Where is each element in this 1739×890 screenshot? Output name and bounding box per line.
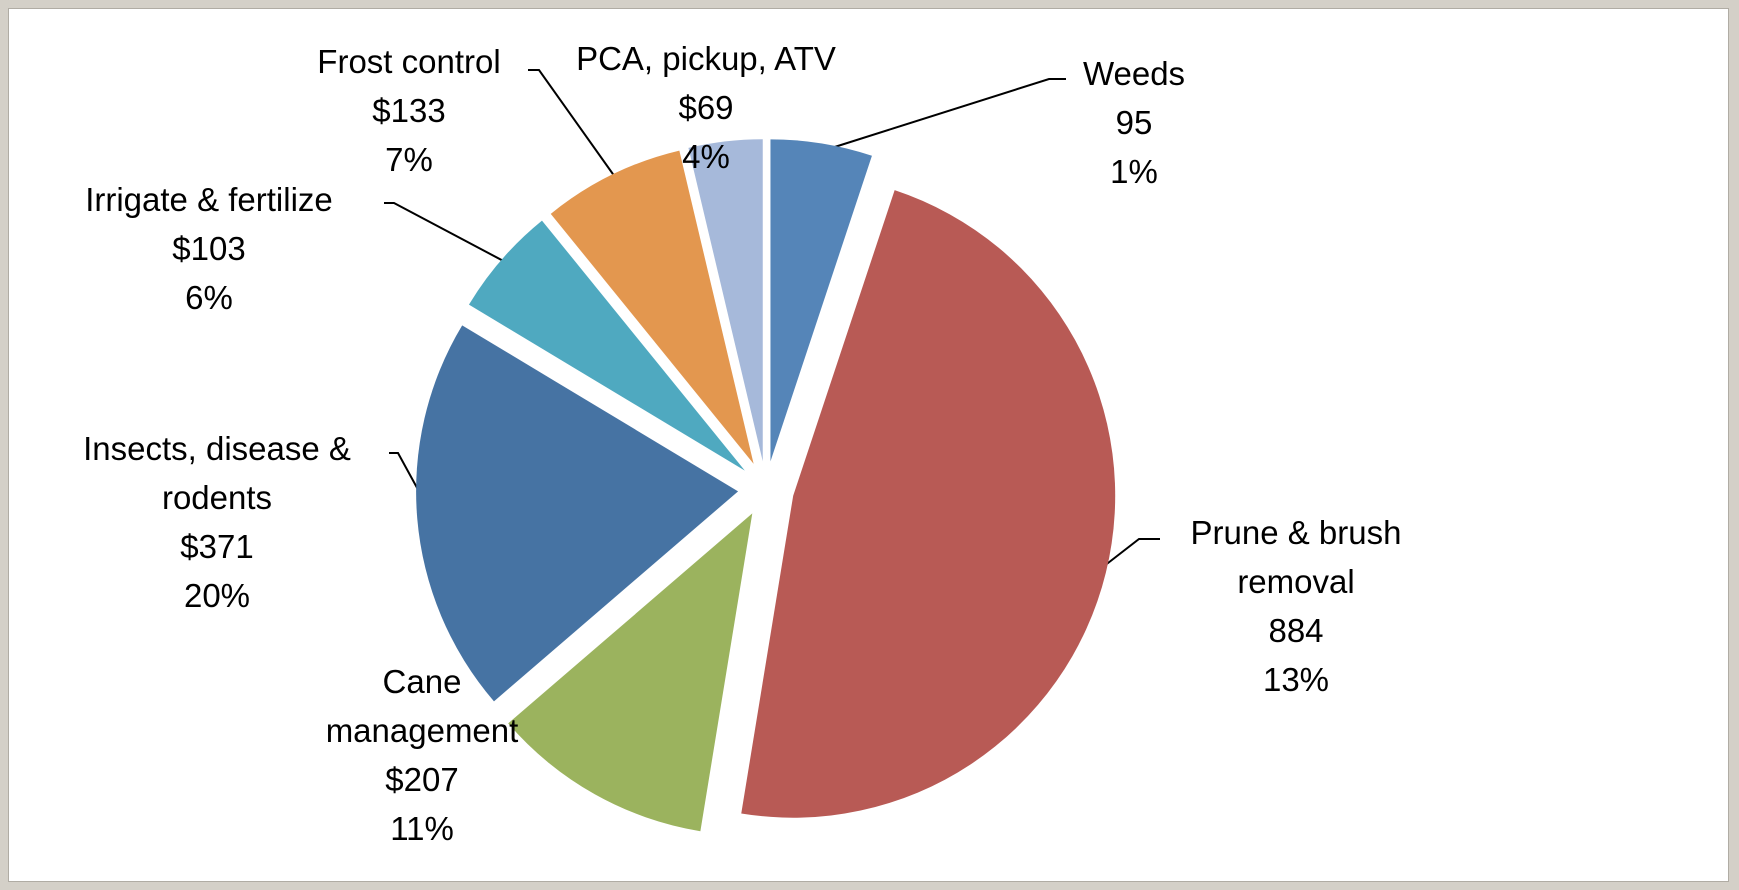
pie-slice <box>770 139 872 462</box>
pie-slice <box>741 190 1116 818</box>
chart-frame: Weeds 95 1% Prune & brush removal 884 13% Cane… <box>8 8 1729 882</box>
category-label: Irrigate & fertilize <box>85 181 333 218</box>
category-label: Weeds <box>1082 55 1186 92</box>
value-label: $69 <box>678 89 734 126</box>
category-label: Prune & brush removal <box>1190 514 1402 600</box>
value-label: 95 <box>1115 104 1153 141</box>
pie-slice <box>508 513 753 832</box>
slice-label: Irrigate & fertilize $103 6% <box>49 175 369 322</box>
category-label: Insects, disease & rodents <box>83 430 351 516</box>
leader-line <box>821 78 1066 152</box>
slice-label: Weeds 95 1% <box>1004 49 1264 196</box>
value-label: 884 <box>1268 612 1324 649</box>
percent-label: 4% <box>682 138 730 175</box>
pie-slice <box>416 325 739 702</box>
percent-label: 1% <box>1110 153 1158 190</box>
slice-label: Insects, disease & rodents $371 20% <box>67 424 367 620</box>
percent-label: 20% <box>183 577 251 614</box>
value-label: $371 <box>180 528 254 565</box>
leader-line <box>384 202 512 266</box>
slice-label: Prune & brush removal 884 13% <box>1146 508 1446 704</box>
chart <box>384 69 1160 832</box>
percent-label: 7% <box>385 141 433 178</box>
category-label: Frost control <box>317 43 501 80</box>
slice-label: Cane management $207 11% <box>292 657 552 853</box>
percent-label: 6% <box>185 279 233 316</box>
category-label: Cane management <box>325 663 519 749</box>
slice-label: PCA, pickup, ATV $69 4% <box>546 34 866 181</box>
percent-label: 13% <box>1262 661 1330 698</box>
leader-line <box>528 69 621 185</box>
slice-label: Frost control $133 7% <box>279 37 539 184</box>
pie-slice <box>468 220 745 471</box>
pie-slice <box>688 139 763 462</box>
value-label: $207 <box>385 761 459 798</box>
value-label: $103 <box>172 230 246 267</box>
leader-lines <box>384 69 1160 571</box>
leader-line <box>1098 538 1160 571</box>
category-label: PCA, pickup, ATV <box>576 40 836 77</box>
value-label: $133 <box>372 92 446 129</box>
percent-label: 11% <box>390 810 454 847</box>
pie-slice <box>550 150 754 464</box>
